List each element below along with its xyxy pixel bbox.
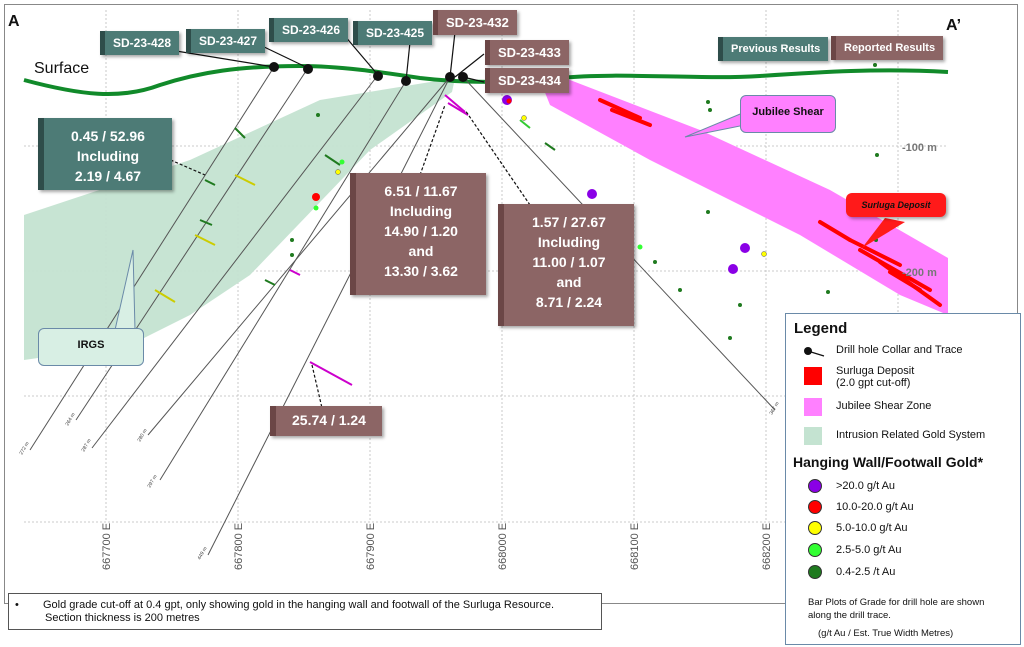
- easting-label: 667700 E: [101, 523, 113, 570]
- result-leaders: [165, 104, 531, 409]
- gold-points: [290, 63, 879, 340]
- end-depth-label: 297 m: [147, 474, 159, 489]
- result-line: 11.00 / 1.07: [532, 254, 606, 270]
- legend-label: Surluga Deposit: [836, 365, 915, 377]
- end-depth-label: 287 m: [81, 438, 93, 453]
- result-line: and: [556, 274, 582, 290]
- legend-label: Intrusion Related Gold System: [836, 429, 986, 441]
- drill-hole-icon: [804, 347, 825, 357]
- jubilee-shear-zone: [540, 80, 948, 315]
- depth-label-100: -100 m: [902, 142, 937, 154]
- surluga-callout-pointer: [862, 218, 905, 248]
- easting-label: 667900 E: [365, 523, 377, 570]
- legend-title: Legend: [794, 320, 848, 337]
- result-line: 2.19 / 4.67: [74, 168, 142, 184]
- result-line: 0.45 / 52.96: [71, 128, 145, 144]
- legend-label: 2.5-5.0 g/t Au: [836, 544, 902, 556]
- legend-label: >20.0 g/t Au: [836, 480, 896, 492]
- section-end-right: A’: [946, 17, 961, 34]
- legend-label: 5.0-10.0 g/t Au: [836, 522, 908, 534]
- hole-tag-sd-23-427[interactable]: SD-23-427: [186, 29, 266, 53]
- legend-label: Jubilee Shear Zone: [836, 400, 932, 412]
- surluga-deposit: [598, 98, 942, 307]
- easting-label: 668200 E: [761, 523, 773, 570]
- easting-label: 668100 E: [629, 523, 641, 570]
- result-line: 8.71 / 2.24: [535, 294, 603, 310]
- jubilee-callout-pointer: [684, 111, 746, 138]
- jubilee-swatch: [804, 398, 822, 416]
- end-depth-label: 272 m: [19, 441, 31, 456]
- surface-line: [23, 63, 949, 97]
- result-line: 1.57 / 27.67: [532, 214, 606, 230]
- end-depth-label: 264 m: [65, 412, 77, 427]
- depth-label-200: -200 m: [902, 267, 937, 279]
- legend-note-units: (g/t Au / Est. True Width Metres): [818, 628, 954, 639]
- previous-results-button[interactable]: Previous Results: [718, 37, 829, 61]
- irgs-swatch: [804, 427, 822, 445]
- hole-tag-sd-23-433[interactable]: SD-23-433: [485, 40, 569, 65]
- gold-swatch: [808, 500, 822, 514]
- legend-label-sub: (2.0 gpt cut-off): [836, 377, 911, 389]
- legend-label: 0.4-2.5 /t Au: [836, 566, 896, 578]
- result-line: 6.51 / 11.67: [384, 183, 458, 199]
- result-line: and: [408, 243, 434, 259]
- result-box-sd-23-432: 6.51 / 11.67 Including 14.90 / 1.20 and …: [350, 173, 486, 295]
- hole-label-leaders: [169, 31, 485, 83]
- gold-swatch: [808, 521, 822, 535]
- result-line: Including: [537, 234, 601, 250]
- legend-label: 10.0-20.0 g/t Au: [836, 501, 914, 513]
- footnote-bullet: •: [15, 599, 19, 611]
- end-depth-label: 280 m: [137, 428, 149, 443]
- result-box-sd-23-433: 25.74 / 1.24: [270, 406, 382, 436]
- irgs-callout: IRGS: [38, 328, 144, 366]
- hole-tag-sd-23-426[interactable]: SD-23-426: [269, 18, 349, 42]
- footnote-line-2: Section thickness is 200 metres: [45, 612, 200, 624]
- hole-tag-sd-23-434[interactable]: SD-23-434: [485, 68, 569, 93]
- easting-label: 667800 E: [233, 523, 245, 570]
- grade-bars: [154, 94, 556, 386]
- legend-label: Drill hole Collar and Trace: [836, 344, 963, 356]
- result-box-sd-23-428: 0.45 / 52.96 Including 2.19 / 4.67: [38, 118, 172, 190]
- result-line: 13.30 / 3.62: [384, 263, 458, 279]
- hole-tag-sd-23-425[interactable]: SD-23-425: [353, 21, 433, 45]
- result-line: 25.74 / 1.24: [292, 412, 366, 428]
- result-line: Including: [76, 148, 140, 164]
- result-line: 14.90 / 1.20: [384, 223, 458, 239]
- hole-tag-sd-23-428[interactable]: SD-23-428: [100, 31, 180, 55]
- legend-panel: Legend Drill hole Collar and Trace Surlu…: [785, 313, 1021, 645]
- surluga-deposit-callout: Surluga Deposit: [846, 193, 946, 217]
- end-depth-label: 367 m: [769, 401, 781, 416]
- easting-label: 668000 E: [497, 523, 509, 570]
- gold-swatch: [808, 543, 822, 557]
- result-line: Including: [389, 203, 453, 219]
- section-end-left: A: [8, 13, 20, 30]
- footnote-line-1: Gold grade cut-off at 0.4 gpt, only show…: [43, 599, 555, 611]
- end-depth-label: 449 m: [197, 546, 209, 561]
- surluga-swatch: [804, 367, 822, 385]
- drill-collars: [269, 62, 468, 86]
- gold-legend-title: Hanging Wall/Footwall Gold*: [793, 454, 984, 470]
- surface-label: Surface: [34, 60, 89, 77]
- jubilee-shear-callout: Jubilee Shear: [740, 95, 836, 133]
- legend-note: Bar Plots of Grade for drill hole are sh…: [808, 597, 985, 621]
- result-box-sd-23-434: 1.57 / 27.67 Including 11.00 / 1.07 and …: [498, 204, 634, 326]
- gold-swatch: [808, 565, 822, 579]
- hole-tag-sd-23-432[interactable]: SD-23-432: [433, 10, 517, 35]
- reported-results-button[interactable]: Reported Results: [831, 36, 944, 60]
- footnote: • Gold grade cut-off at 0.4 gpt, only sh…: [8, 593, 602, 630]
- gold-swatch: [808, 479, 822, 493]
